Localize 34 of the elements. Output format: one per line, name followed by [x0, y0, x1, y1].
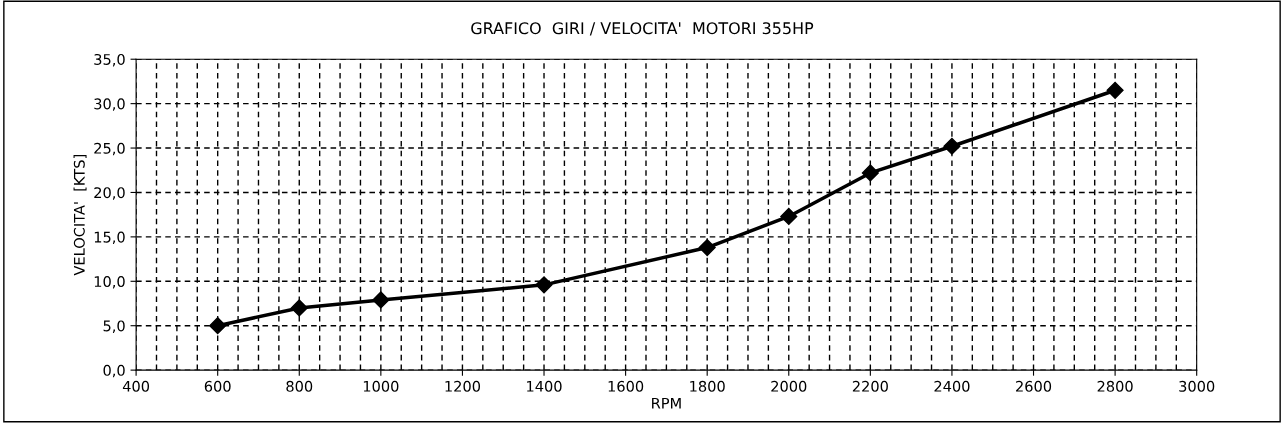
x-tick-label: 2800	[1097, 380, 1133, 392]
x-tick-label: 2400	[934, 380, 970, 392]
y-tick-label: 0,0	[103, 364, 125, 378]
x-tick-label: 800	[286, 380, 313, 392]
y-tick-label: 20,0	[94, 187, 125, 200]
y-axis-title: VELOCITA' [KTS]	[73, 155, 87, 276]
y-tick-label: 30,0	[94, 98, 125, 111]
x-tick-label: 2000	[771, 380, 807, 392]
y-tick-label: 25,0	[94, 142, 125, 156]
x-tick-label: 1800	[690, 380, 725, 392]
x-tick-label: 400	[122, 380, 150, 392]
y-tick-label: 15,0	[94, 231, 125, 245]
point	[290, 299, 308, 317]
y-tick-label: 35,0	[94, 53, 125, 67]
point	[1106, 81, 1124, 99]
x-tick-label: 3000	[1179, 380, 1215, 392]
x-tick-label: 2200	[852, 380, 888, 392]
x-axis-title: RPM	[652, 397, 681, 409]
point	[535, 276, 553, 294]
point	[372, 291, 390, 309]
chart-title: GRAFICO GIRI / VELOCITA' MOTORI 355HP	[471, 22, 814, 36]
point	[698, 238, 716, 257]
x-tick-label: 1000	[363, 380, 399, 392]
point	[780, 207, 798, 226]
x-tick-label: 600	[204, 380, 231, 392]
x-tick-label: 2600	[1016, 380, 1052, 392]
y-tick-label: 10,0	[94, 276, 125, 289]
point	[943, 137, 961, 155]
y-tick-label: 5,0	[103, 320, 125, 333]
point	[209, 317, 227, 335]
x-tick-label: 1200	[445, 380, 481, 392]
x-tick-label: 1600	[608, 380, 644, 392]
point	[861, 164, 879, 182]
x-tick-label: 1400	[527, 380, 562, 392]
